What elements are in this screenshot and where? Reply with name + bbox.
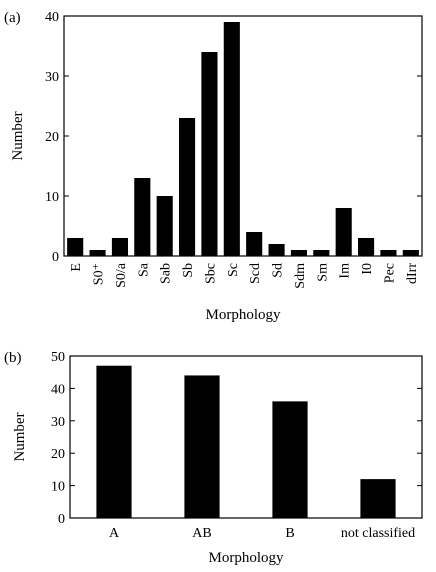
panel-a-plot-frame: [63, 15, 423, 257]
panel-b-bar-0: [96, 365, 132, 518]
panel-a-category-label: I0: [360, 263, 375, 275]
panel-a-category-label: S0⁺: [92, 263, 107, 285]
panel-b-category-label: not classified: [341, 526, 415, 541]
panel-b-category-label: A: [109, 526, 120, 541]
panel-a-category-label: Sc: [226, 263, 241, 277]
panel-b-bar-2: [272, 401, 308, 518]
panel-a-bar-13: [358, 238, 375, 256]
panel-a-bar-9: [268, 244, 285, 256]
panel-b-category-label: B: [285, 526, 294, 541]
panel-b-y-tick-label: 30: [51, 415, 65, 430]
panel-a-y-tick-label: 10: [45, 190, 59, 205]
panel-a-bar-5: [179, 118, 196, 256]
panel-a-bar-4: [156, 196, 173, 256]
panel-b-plot-frame: [69, 355, 423, 519]
panel-a-category-label: Sbc: [203, 263, 218, 284]
panel-a-bar-0: [67, 238, 84, 256]
panel-a-bar-2: [111, 238, 128, 256]
panel-a-category-label: Sb: [181, 263, 196, 278]
panel-a-bar-12: [335, 208, 352, 256]
panel-a-category-label: Sdm: [293, 263, 308, 289]
panel-a: (a) Number Morphology 0 10 20 30 40 E S0⁺ S0/a S…: [4, 10, 423, 323]
panel-a-bar-3: [134, 178, 151, 256]
panel-a-category-label: Scd: [248, 263, 263, 284]
panel-a-bar-8: [246, 232, 263, 256]
panel-b-label: (b): [4, 350, 22, 366]
panel-a-y-tick-label: 30: [45, 70, 59, 85]
panel-a-category-label: Sa: [136, 262, 151, 277]
panel-a-y-axis-title: Number: [10, 111, 26, 160]
panel-b-y-tick-label: 0: [58, 512, 65, 527]
panel-b-y-tick-label: 20: [51, 447, 65, 462]
panel-a-label: (a): [4, 10, 21, 26]
panel-a-y-tick-label: 0: [52, 250, 59, 265]
panel-b-bar-1: [184, 375, 220, 518]
panel-a-category-label: Sm: [315, 263, 330, 282]
panel-b-y-tick-label: 50: [51, 350, 65, 365]
panel-a-y-tick-label: 40: [45, 10, 59, 25]
panel-a-category-label: Sab: [159, 263, 174, 284]
panel-b-y-tick-label: 10: [51, 480, 65, 495]
panel-b-y-tick-label: 40: [51, 382, 65, 397]
panel-a-category-label: dIrr: [405, 263, 420, 284]
panel-a-category-label: S0/a: [114, 262, 129, 288]
panel-b-category-label: AB: [192, 526, 211, 541]
panel-a-category-label: Sd: [271, 263, 286, 278]
panel-a-y-tick-label: 20: [45, 130, 59, 145]
panel-b-y-axis-title: Number: [12, 412, 28, 461]
panel-a-category-label: E: [69, 263, 84, 272]
panel-a-bar-7: [223, 22, 240, 256]
panel-a-bar-6: [201, 52, 218, 256]
panel-a-x-axis-title: Morphology: [206, 307, 282, 323]
panel-b-x-axis-title: Morphology: [209, 550, 285, 566]
panel-a-category-label: Im: [338, 263, 353, 279]
panel-a-category-label: Pec: [382, 263, 397, 283]
panel-b-bar-3: [360, 479, 396, 518]
